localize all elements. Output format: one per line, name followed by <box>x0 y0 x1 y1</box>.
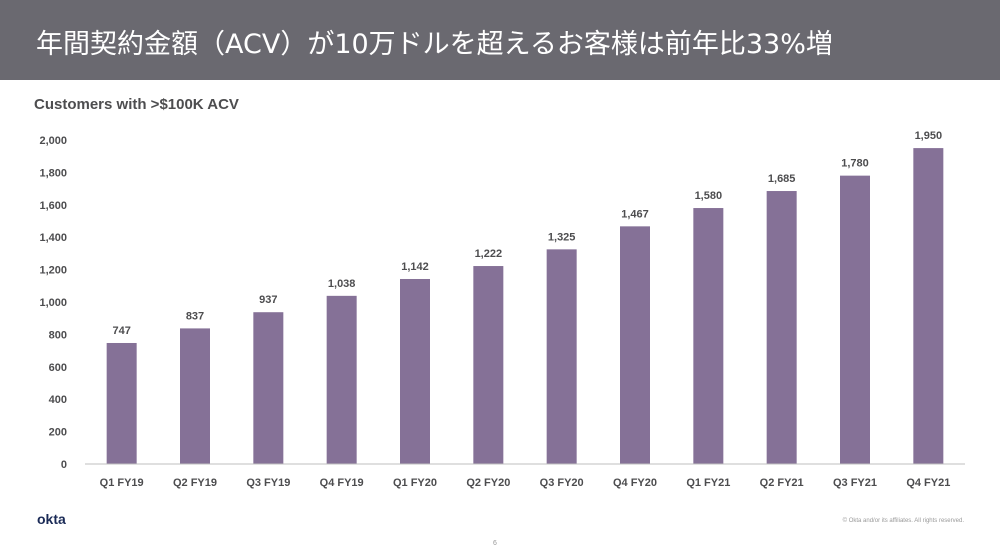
chart-title: Customers with >$100K ACV <box>34 96 239 113</box>
y-tick-label: 2,000 <box>39 135 67 147</box>
y-tick-label: 200 <box>49 427 67 439</box>
x-tick-label: Q4 FY21 <box>906 477 950 489</box>
data-label: 1,325 <box>548 231 576 243</box>
x-tick-label: Q1 FY21 <box>686 477 730 489</box>
data-label: 937 <box>259 294 277 306</box>
data-label: 1,467 <box>621 208 649 220</box>
data-label: 1,580 <box>695 190 723 202</box>
title-bar: 年間契約金額（ACV）が10万ドルを超えるお客様は前年比33%増 <box>0 0 1000 80</box>
slide-title: 年間契約金額（ACV）が10万ドルを超えるお客様は前年比33%増 <box>36 29 833 60</box>
y-tick-label: 600 <box>49 362 67 374</box>
y-tick-label: 1,600 <box>39 200 67 212</box>
x-tick-label: Q4 FY20 <box>613 477 657 489</box>
x-tick-label: Q3 FY21 <box>833 477 877 489</box>
y-tick-label: 0 <box>61 459 67 471</box>
data-label: 837 <box>186 310 204 322</box>
copyright-notice: © Okta and/or its affiliates. All rights… <box>842 518 964 524</box>
data-label: 1,222 <box>475 248 503 260</box>
x-tick-label: Q2 FY20 <box>466 477 510 489</box>
data-label: 1,038 <box>328 278 356 290</box>
page-number: 6 <box>493 540 497 547</box>
bar <box>180 328 210 464</box>
bar <box>693 208 724 464</box>
y-tick-label: 1,400 <box>39 232 67 244</box>
bar <box>253 312 284 464</box>
bar-chart: 0 200 400 600 800 1,000 1,200 1,400 1,600 1,800 2,… <box>39 130 965 489</box>
x-tick-label: Q1 FY20 <box>393 477 437 489</box>
okta-logo: okta <box>37 511 66 527</box>
bar <box>620 226 650 464</box>
y-tick-label: 800 <box>49 329 67 341</box>
x-tick-label: Q2 FY19 <box>173 477 217 489</box>
bar <box>546 249 577 464</box>
data-label: 1,685 <box>768 173 796 185</box>
x-tick-label: Q3 FY19 <box>246 477 290 489</box>
y-tick-label: 1,200 <box>39 265 67 277</box>
x-tick-label: Q4 FY19 <box>320 477 364 489</box>
bar <box>840 175 870 464</box>
x-tick-label: Q1 FY19 <box>100 477 144 489</box>
x-tick-label: Q2 FY21 <box>760 477 804 489</box>
bar <box>400 278 430 464</box>
data-label: 1,780 <box>841 158 869 170</box>
y-tick-label: 1,000 <box>39 297 67 309</box>
bar <box>326 295 357 464</box>
y-tick-label: 1,800 <box>39 167 67 179</box>
data-label: 747 <box>112 325 130 337</box>
bar <box>766 191 797 464</box>
bar <box>106 342 137 464</box>
bar <box>473 266 504 464</box>
y-tick-label: 400 <box>49 394 67 406</box>
x-tick-label: Q3 FY20 <box>540 477 584 489</box>
data-label: 1,142 <box>401 261 429 273</box>
data-label: 1,950 <box>915 130 943 142</box>
bar <box>913 148 944 464</box>
